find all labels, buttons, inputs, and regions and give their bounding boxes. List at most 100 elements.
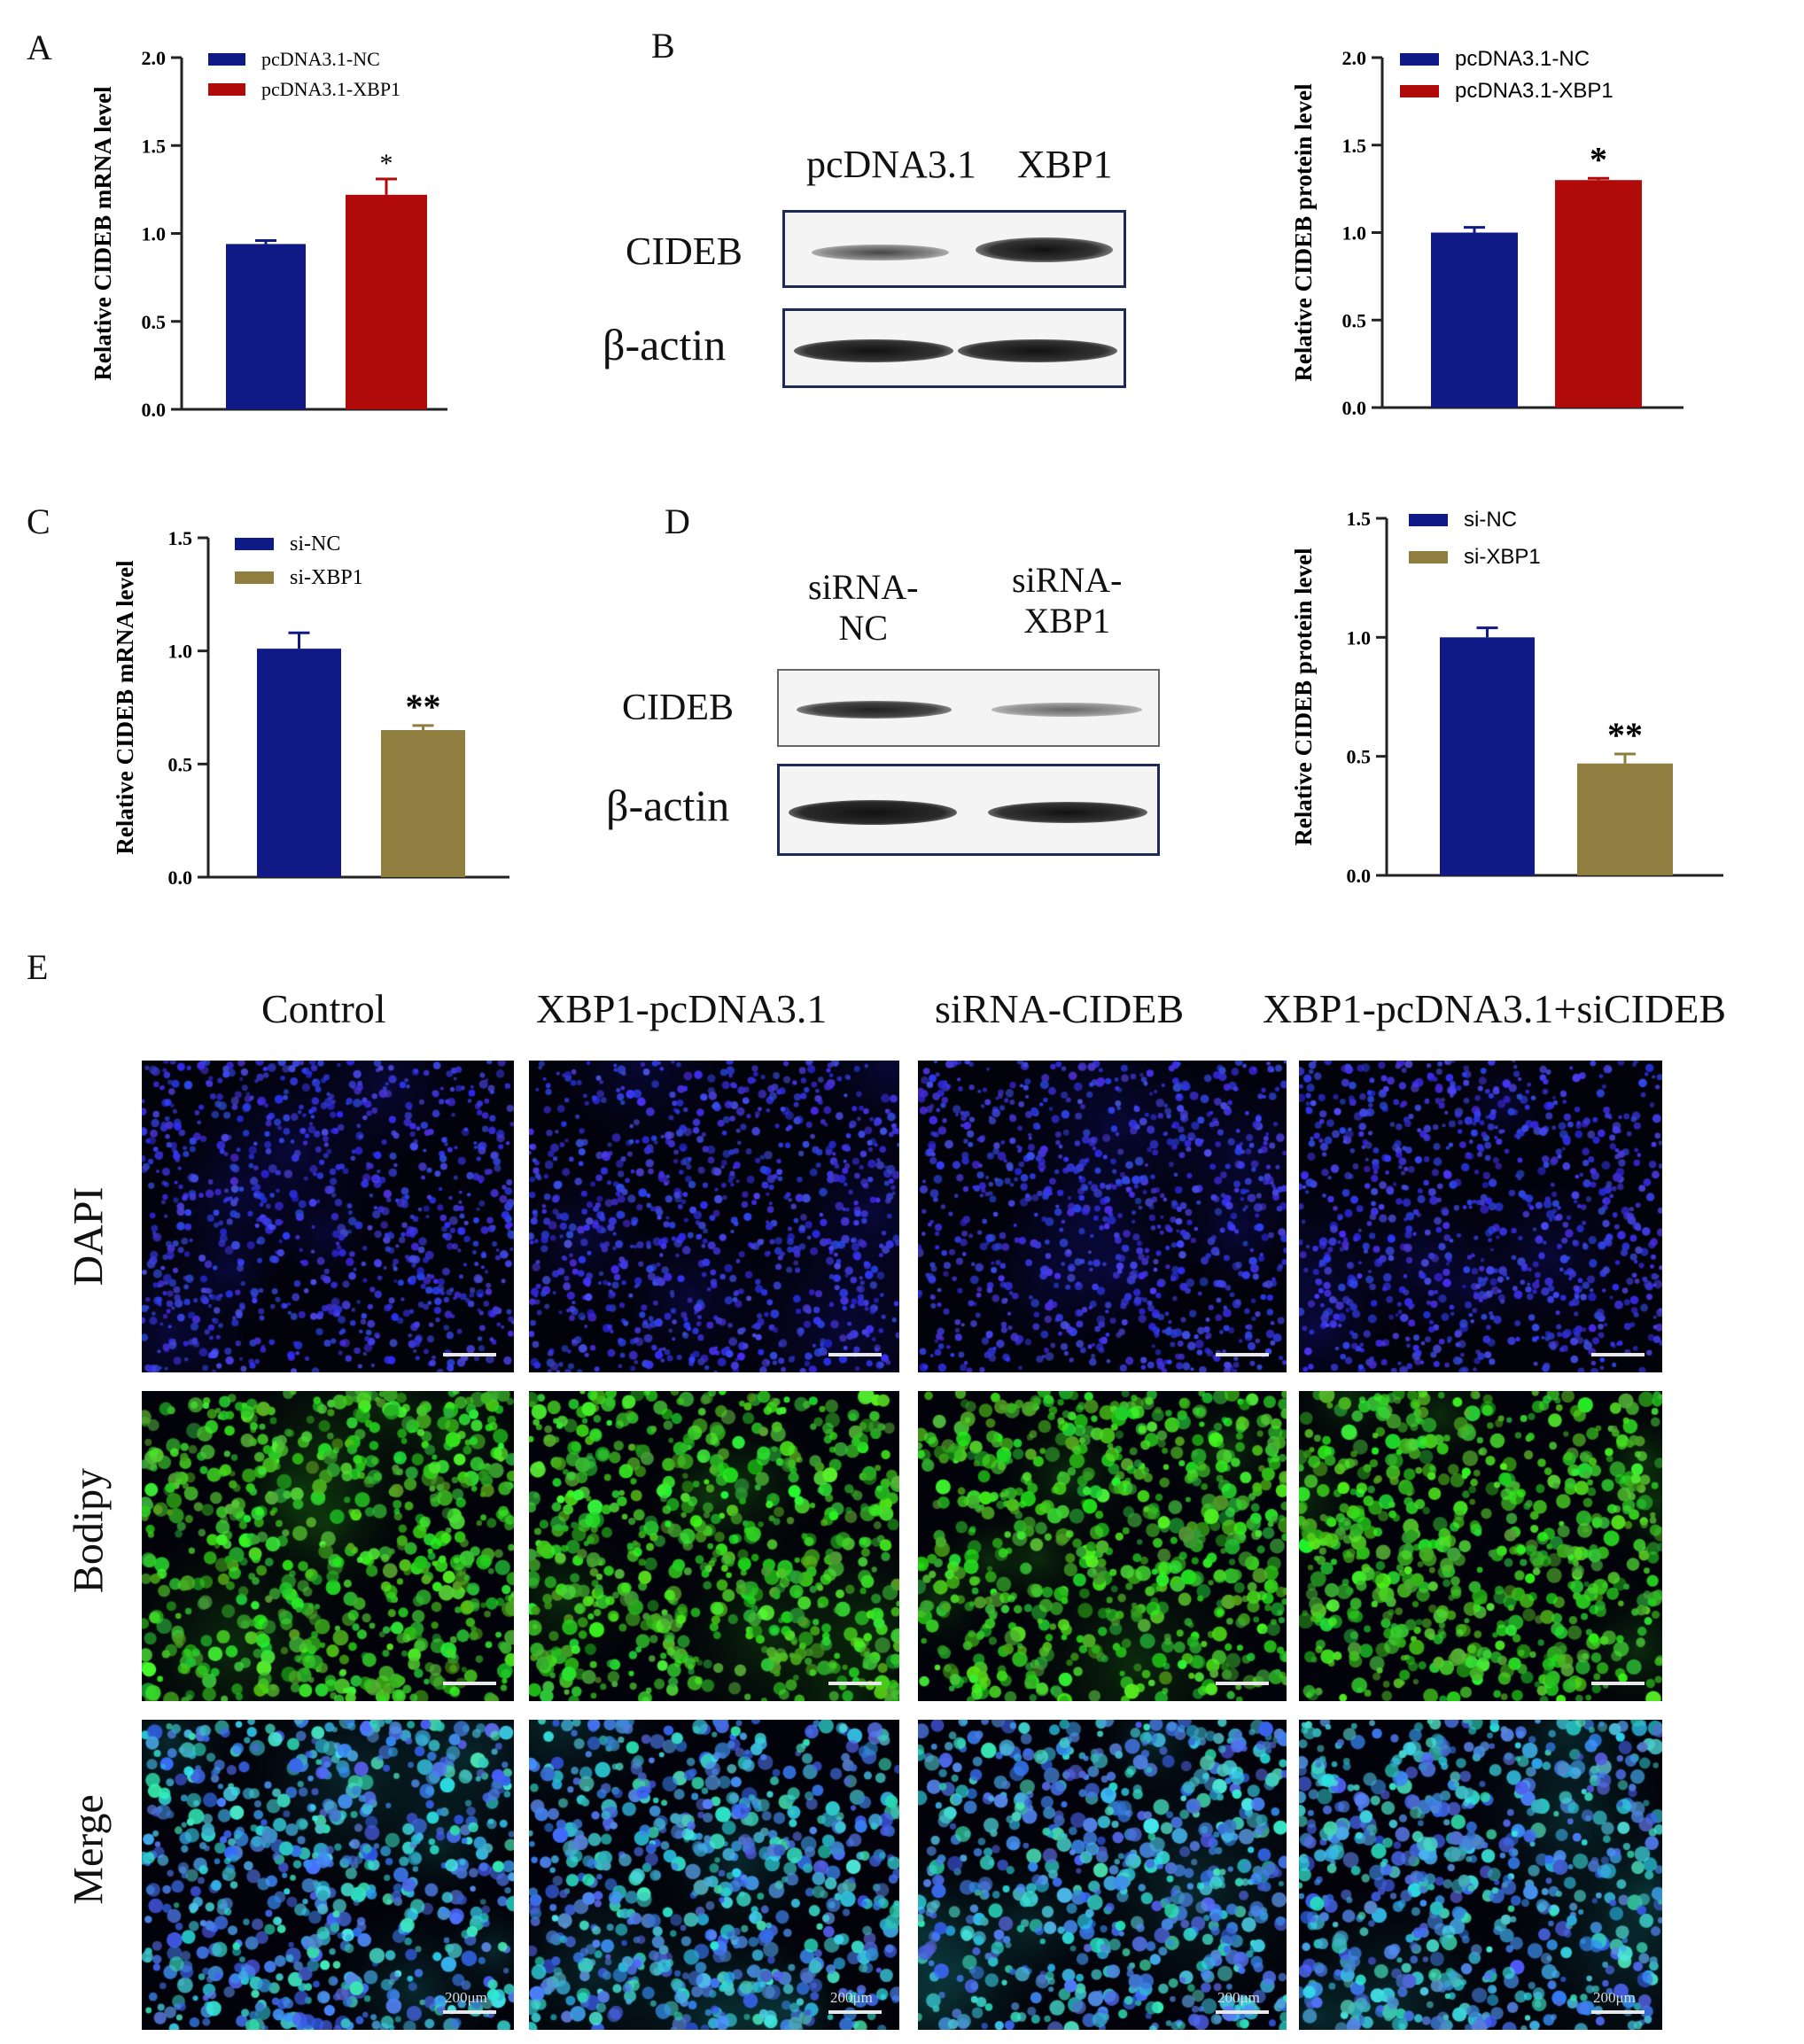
micrograph-bodipy-4 <box>1299 1391 1662 1701</box>
cell-image <box>918 1720 1287 2030</box>
row-title-bodipy: Bodipy <box>65 1467 113 1594</box>
chart-a-plot: 0.0 0.5 1.0 1.5 2.0 Relative CIDEB mRNA level… <box>89 47 447 421</box>
legend-swatch <box>1400 85 1439 97</box>
bar-pcDNA3.1-NC <box>1431 232 1518 408</box>
y-tick-label: 0.0 <box>1342 397 1367 419</box>
cell-image <box>142 1391 514 1701</box>
bar-pcDNA3.1-XBP1 <box>1555 180 1642 408</box>
panel-label-b: B <box>651 26 675 66</box>
col-title-xbp1-sicideb: XBP1-pcDNA3.1+siCIDEB <box>1263 986 1727 1031</box>
cell-image <box>529 1391 899 1701</box>
legend-label: pcDNA3.1-NC <box>1455 47 1590 71</box>
scale-bar <box>1591 1353 1645 1356</box>
blot-d-lane2-label: siRNA- XBP1 <box>1012 560 1123 641</box>
cell-image <box>918 1391 1287 1701</box>
blot-b-actin-membrane <box>782 308 1126 388</box>
panel-label-a: A <box>27 27 52 67</box>
col-title-sirna-cideb: siRNA-CIDEB <box>935 986 1185 1031</box>
row-title-dapi: DAPI <box>65 1186 113 1286</box>
legend-swatch <box>208 83 245 96</box>
bar-si-NC <box>1440 637 1535 875</box>
chart-b-plot: 0.0 0.5 1.0 1.5 2.0 Relative CIDEB protein le… <box>1290 47 1683 419</box>
col-title-control: Control <box>261 986 386 1031</box>
scale-bar <box>443 2010 496 2014</box>
significance-mark: * <box>1590 139 1607 179</box>
y-tick-label: 0.5 <box>1342 309 1367 331</box>
band <box>988 802 1147 823</box>
blot-d-lane1-label: siRNA- NC <box>808 567 919 648</box>
cell-image <box>1299 1061 1662 1372</box>
panel-label-d: D <box>665 501 690 541</box>
cell-image <box>142 1720 514 2030</box>
band <box>794 339 953 362</box>
blot-d-cideb-membrane <box>777 669 1160 747</box>
chart-c-plot: 0.0 0.5 1.0 1.5 Relative CIDEB mRNA level ** s… <box>112 527 509 889</box>
scale-bar-label: 200μm <box>445 1989 487 2006</box>
legend-swatch <box>235 538 274 550</box>
scale-bar-label: 200μm <box>830 1989 873 2006</box>
micrograph-bodipy-1 <box>142 1391 514 1701</box>
y-tick-label: 0.5 <box>168 753 193 775</box>
cell-image <box>529 1720 899 2030</box>
scale-bar <box>1591 2010 1645 2014</box>
band <box>797 701 952 719</box>
micrograph-merge-1: 200μm <box>142 1720 514 2030</box>
scale-bar-label: 200μm <box>1593 1989 1636 2006</box>
legend-label: si-NC <box>1464 508 1517 532</box>
scale-bar <box>1216 1682 1269 1685</box>
significance-mark: ** <box>1607 715 1643 755</box>
blot-b-lane2-label: XBP1 <box>1017 143 1113 186</box>
cell-image <box>1299 1391 1662 1701</box>
y-tick-label: 1.0 <box>1342 222 1367 245</box>
bar-pcDNA3.1-NC <box>226 244 306 409</box>
blot-b-lane1-label: pcDNA3.1 <box>806 143 976 186</box>
blot-b-cideb-membrane <box>782 210 1126 288</box>
y-tick-label: 0.0 <box>142 399 167 421</box>
legend-label: si-XBP1 <box>1464 545 1541 569</box>
y-axis-label: Relative CIDEB protein level <box>1290 548 1317 846</box>
legend-label: pcDNA3.1-XBP1 <box>261 78 400 100</box>
micrograph-merge-3: 200μm <box>918 1720 1287 2030</box>
significance-mark: * <box>380 149 393 178</box>
scale-bar <box>1216 1353 1269 1356</box>
panel-label-e: E <box>27 947 49 987</box>
band <box>958 339 1117 362</box>
scale-bar <box>828 1353 882 1356</box>
cell-image <box>1299 1720 1662 2030</box>
micrograph-merge-4: 200μm <box>1299 1720 1662 2030</box>
y-tick-label: 1.0 <box>168 641 193 663</box>
bar-si-XBP1 <box>381 730 465 877</box>
chart-c-mrna-knockdown: 0.0 0.5 1.0 1.5 Relative CIDEB mRNA level ** s… <box>112 527 509 889</box>
blot-b-row2-label: β-actin <box>603 320 727 369</box>
legend-label: si-XBP1 <box>290 566 363 589</box>
y-tick-label: 1.0 <box>142 223 167 245</box>
scale-bar <box>1216 2010 1269 2014</box>
micrograph-dapi-2 <box>529 1061 899 1372</box>
y-tick-label: 1.5 <box>168 527 193 549</box>
row-title-merge: Merge <box>65 1794 113 1905</box>
chart-a-mrna-overexpression: 0.0 0.5 1.0 1.5 2.0 Relative CIDEB mRNA level… <box>89 47 447 421</box>
y-tick-label: 0.0 <box>1347 865 1372 887</box>
legend-swatch <box>1400 53 1439 66</box>
bar-si-NC <box>257 649 341 877</box>
micrograph-bodipy-2 <box>529 1391 899 1701</box>
y-tick-label: 0.5 <box>1347 746 1372 768</box>
cell-image <box>529 1061 899 1372</box>
scale-bar <box>443 1682 496 1685</box>
blot-d-row2-label: β-actin <box>606 781 730 830</box>
chart-d-protein-knockdown: 0.0 0.5 1.0 1.5 Relative CIDEB protein level… <box>1290 508 1723 887</box>
legend-label: pcDNA3.1-XBP1 <box>1455 79 1613 103</box>
band <box>991 703 1142 717</box>
micrograph-merge-2: 200μm <box>529 1720 899 2030</box>
bar-pcDNA3.1-XBP1 <box>346 194 427 409</box>
scale-bar <box>828 1682 882 1685</box>
panel-label-c: C <box>27 501 51 541</box>
chart-b-protein-overexpression: 0.0 0.5 1.0 1.5 2.0 Relative CIDEB protein le… <box>1290 47 1683 419</box>
band <box>789 800 957 825</box>
y-axis-label: Relative CIDEB protein level <box>1290 83 1317 382</box>
legend-swatch <box>208 53 245 66</box>
y-tick-label: 2.0 <box>142 47 167 69</box>
blot-d-row1-label: CIDEB <box>622 688 734 728</box>
legend-swatch <box>235 571 274 584</box>
micrograph-dapi-1 <box>142 1061 514 1372</box>
